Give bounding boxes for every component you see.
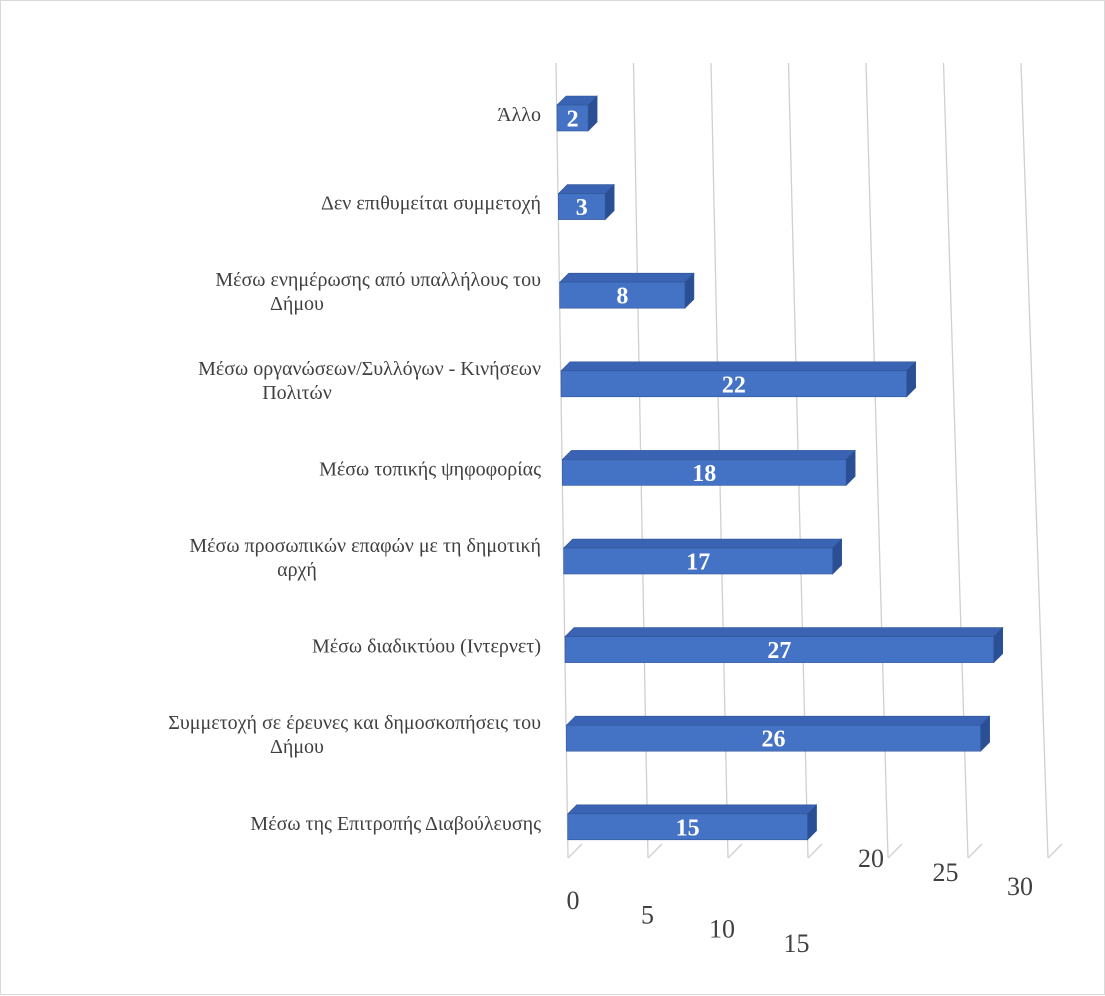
bar: [567, 804, 818, 841]
bar: [558, 272, 695, 309]
x-tick-label: 15: [784, 929, 810, 958]
bar: [561, 449, 856, 487]
gridline-floor: [967, 843, 983, 859]
x-tick-label: 10: [709, 915, 735, 944]
category-label: Δήμου: [270, 736, 324, 758]
bar-top-face: [561, 450, 856, 460]
x-tick-label: 5: [641, 900, 654, 929]
gridline-floor: [807, 843, 823, 859]
bar-top-face: [557, 184, 615, 194]
bar: [560, 361, 917, 398]
data-label: 26: [762, 727, 786, 753]
bar-top-face: [558, 272, 695, 283]
gridline-floor: [1047, 843, 1063, 859]
bar-front-face: [556, 104, 589, 132]
category-label: αρχή: [277, 559, 317, 581]
x-tick-label: 25: [933, 858, 959, 887]
bar-front-face: [564, 636, 995, 663]
bar-front-face: [560, 370, 907, 398]
data-label: 2: [567, 107, 579, 133]
bar-front-face: [563, 547, 833, 575]
gridline: [1020, 62, 1049, 859]
bar: [556, 95, 598, 132]
data-label: 18: [692, 461, 716, 487]
category-label: Δεν επιθυμείται συμμετοχή: [321, 193, 541, 215]
category-label: Μέσω τοπικής ψηφοφορίας: [319, 458, 541, 480]
category-label: Συμμετοχή σε έρευνες και δημοσκοπήσεις τ…: [168, 712, 541, 734]
bar: [564, 626, 1004, 664]
bar-top-face: [565, 715, 991, 726]
x-tick-label: 30: [1007, 872, 1033, 901]
data-label: 22: [722, 372, 746, 398]
data-label: 17: [686, 550, 710, 576]
category-labels: Άλλο Δεν επιθυμείται συμμετοχή Μέσω ενημέρ…: [168, 104, 541, 835]
gridline-floor: [887, 843, 903, 859]
data-label: 27: [767, 638, 791, 664]
category-label: Μέσω προσωπικών επαφών με τη δημοτική: [189, 535, 541, 557]
bar-front-face: [558, 193, 606, 220]
bar-top-face: [567, 804, 818, 815]
bar-front-face: [559, 281, 686, 309]
bar: [562, 538, 843, 575]
bars: 2 3 8 22 18 17 27 26 15: [556, 95, 1004, 841]
bar: [565, 715, 991, 752]
bar-top-face: [564, 627, 1004, 637]
gridline-floor: [567, 843, 583, 859]
category-label: Άλλο: [497, 104, 541, 126]
category-label: Μέσω διαδικτύου (Ιντερνετ): [312, 636, 541, 658]
gridline-floor: [727, 843, 743, 859]
bar-front-face: [562, 459, 847, 486]
data-label: 8: [616, 284, 628, 310]
x-tick-label: 0: [567, 886, 580, 915]
category-label: Μέσω ενημέρωσης από υπαλλήλους του: [215, 269, 541, 291]
data-label: 15: [676, 815, 700, 841]
gridline-floor: [647, 843, 663, 859]
category-label: Δήμου: [270, 293, 324, 315]
x-axis-ticks: 0 5 10 15 20 25 30: [567, 844, 1034, 958]
bar-front-face: [567, 813, 808, 841]
category-label: Μέσω της Επιτροπής Διαβούλευσης: [250, 813, 541, 835]
x-tick-label: 20: [858, 844, 884, 873]
category-label: Μέσω οργανώσεων/Συλλόγων - Κινήσεων: [198, 358, 541, 380]
bar-top-face: [560, 361, 917, 372]
category-label: Πολιτών: [262, 382, 332, 404]
data-label: 3: [576, 195, 588, 221]
bar-top-face: [562, 538, 843, 549]
bar-front-face: [566, 724, 981, 752]
bar: [557, 183, 615, 221]
